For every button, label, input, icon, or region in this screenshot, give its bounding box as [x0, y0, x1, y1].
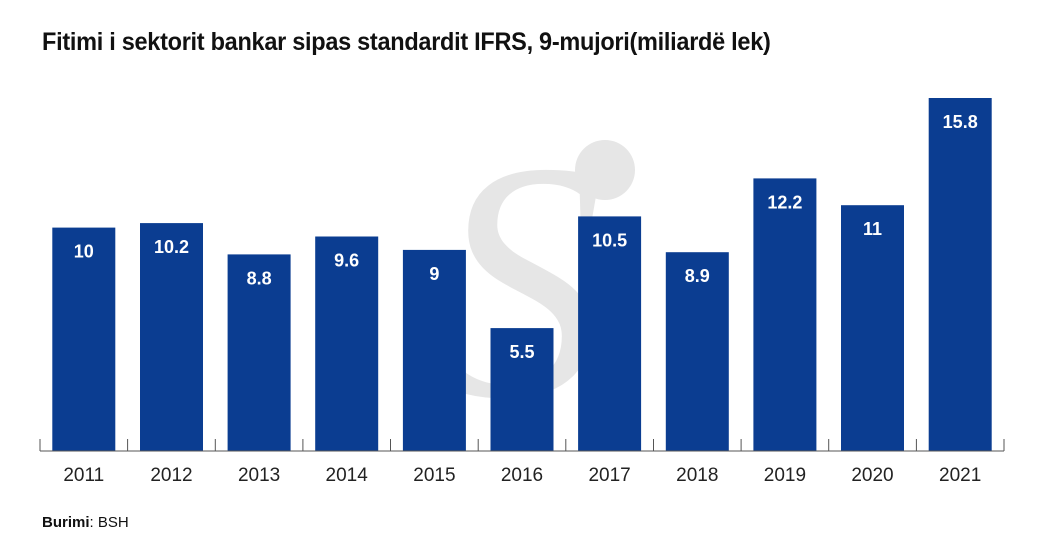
data-label-2014: 9.6 — [334, 251, 359, 271]
watermark-dot — [575, 140, 635, 200]
x-tick-label-2013: 2013 — [238, 465, 280, 486]
x-tick-label-2020: 2020 — [851, 465, 893, 486]
bar-2016 — [490, 328, 554, 451]
x-tick-label-2014: 2014 — [326, 465, 369, 486]
x-tick-label-2012: 2012 — [150, 465, 192, 486]
data-label-2017: 10.5 — [592, 230, 627, 250]
x-tick-label-2017: 2017 — [588, 465, 630, 486]
x-tick-label-2019: 2019 — [764, 465, 806, 486]
bar-2019 — [753, 178, 817, 451]
bar-2011 — [52, 227, 116, 451]
x-tick-label-2016: 2016 — [501, 465, 543, 486]
data-label-2021: 15.8 — [943, 112, 978, 132]
data-label-2011: 10 — [74, 242, 94, 262]
bar-2012 — [140, 223, 203, 451]
data-label-2013: 8.8 — [247, 268, 272, 288]
bar-2020 — [841, 205, 904, 451]
bar-2013 — [227, 254, 291, 451]
data-label-2012: 10.2 — [154, 237, 189, 257]
source-value: BSH — [97, 514, 129, 531]
x-tick-label-2021: 2021 — [939, 465, 981, 486]
x-axis: 2011 2012 2013 2014 2015 2016 2017 2018 2019 2020… — [39, 439, 1005, 486]
x-tick-label-2018: 2018 — [676, 465, 718, 486]
source-note: Burimi: BSH — [42, 514, 129, 531]
bar-2018 — [665, 252, 729, 451]
x-tick-label-2011: 2011 — [63, 465, 104, 486]
data-label-2015: 9 — [429, 264, 439, 284]
data-label-2019: 12.2 — [767, 192, 802, 212]
x-tick-label-2015: 2015 — [413, 465, 455, 486]
chart-title: Fitimi i sektorit bankar sipas standardi… — [42, 28, 771, 56]
bar-2014 — [315, 236, 379, 451]
data-label-2018: 8.9 — [685, 266, 710, 286]
bar-2021 — [928, 98, 992, 451]
data-label-2016: 5.5 — [509, 342, 534, 362]
data-label-2020: 11 — [863, 219, 882, 239]
bars-group: 10 10.2 8.8 9.6 9 5.5 10.5 8.9 12.2 11 15.8 — [52, 98, 992, 451]
bar-2017 — [578, 216, 642, 451]
source-label: Burimi — [42, 514, 90, 531]
bar-2015 — [402, 249, 466, 451]
source-separator: : — [89, 514, 98, 531]
